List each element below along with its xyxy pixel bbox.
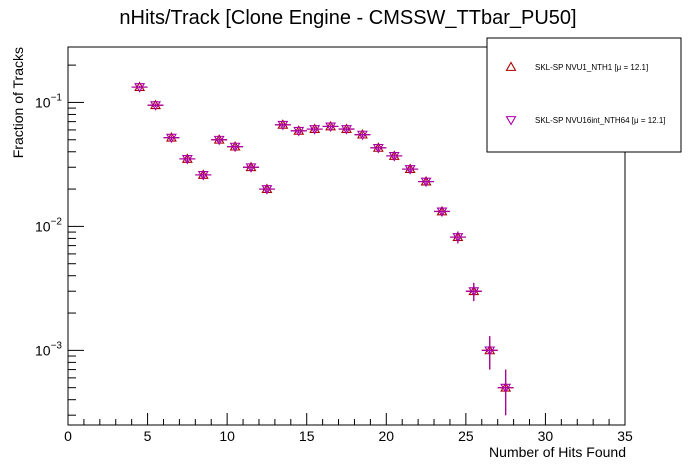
data-point <box>293 126 305 137</box>
data-point <box>420 177 432 188</box>
x-tick-label: 0 <box>64 428 72 444</box>
x-tick-label: 5 <box>144 428 152 444</box>
legend-marker <box>505 116 517 126</box>
data-point <box>277 120 289 131</box>
x-tick-label: 35 <box>617 428 633 444</box>
data-point <box>468 287 480 297</box>
chart-title: nHits/Track [Clone Engine - CMSSW_TTbar_… <box>119 7 576 29</box>
legend-label: SKL-SP NVU16int_NTH64 [μ = 12.1] <box>535 116 666 125</box>
x-tick-label: 10 <box>219 428 235 444</box>
data-point <box>372 143 384 154</box>
legend-marker <box>505 61 517 71</box>
y-tick-label: 10−3 <box>35 340 62 358</box>
data-point <box>404 165 416 175</box>
data-point <box>213 135 225 146</box>
series-1 <box>131 81 514 416</box>
legend-label: SKL-SP NVU1_NTH1 [μ = 12.1] <box>535 63 648 72</box>
x-axis: 0 5 10 15 20 25 30 35 <box>64 413 633 444</box>
data-point <box>436 207 448 218</box>
plot-frame <box>67 46 626 426</box>
data-point <box>150 101 161 111</box>
data-point <box>165 133 177 144</box>
data-point <box>500 383 512 394</box>
data-point <box>325 122 337 133</box>
x-axis-label: Number of Hits Found <box>489 444 626 460</box>
data-point <box>134 83 146 93</box>
x-tick-label: 25 <box>458 428 474 444</box>
legend: SKL-SP NVU1_NTH1 [μ = 12.1] SKL-SP NVU16i… <box>486 37 682 153</box>
data-point <box>484 346 496 356</box>
data-point <box>261 185 273 195</box>
series-2 <box>131 83 514 416</box>
x-tick-label: 15 <box>299 428 315 444</box>
data-point <box>229 142 241 153</box>
y-axis-label: Fraction of Tracks <box>10 47 26 158</box>
data-series <box>131 81 514 416</box>
data-point <box>245 163 257 173</box>
y-tick-label: 10−1 <box>35 92 62 110</box>
data-point <box>388 152 400 162</box>
data-point <box>181 155 193 165</box>
y-tick-label: 10−2 <box>35 216 62 234</box>
y-axis: 10−1 10−2 10−3 <box>35 64 84 416</box>
legend-box <box>486 37 682 153</box>
data-point <box>356 130 368 141</box>
data-point <box>341 125 352 135</box>
data-point <box>452 233 464 243</box>
x-tick-label: 20 <box>378 428 394 444</box>
data-point <box>197 171 209 181</box>
data-point <box>309 125 321 135</box>
x-tick-label: 30 <box>538 428 554 444</box>
